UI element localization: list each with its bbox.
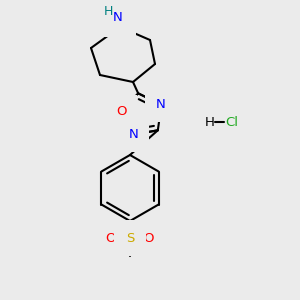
Text: Cl: Cl [226, 116, 238, 128]
Text: H: H [205, 116, 215, 128]
Text: S: S [126, 232, 134, 244]
Text: N: N [128, 128, 138, 141]
Text: O: O [116, 105, 127, 119]
Text: N: N [113, 11, 123, 24]
Text: N: N [155, 98, 165, 111]
Text: O: O [106, 232, 116, 244]
Text: O: O [144, 232, 154, 244]
Text: H: H [103, 5, 113, 18]
